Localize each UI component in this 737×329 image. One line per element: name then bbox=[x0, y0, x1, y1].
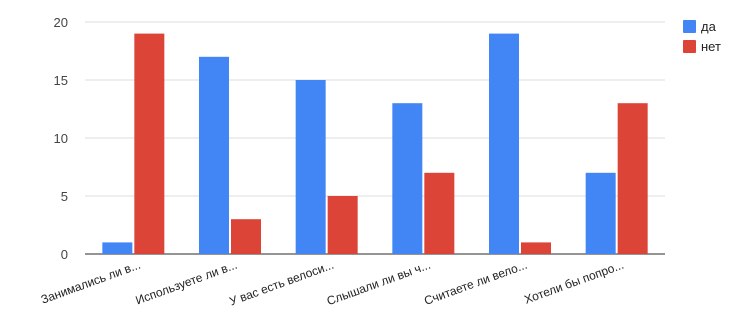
x-category-label: Хотели бы попро... bbox=[522, 258, 625, 307]
bar-da-6[interactable] bbox=[585, 172, 616, 254]
legend-swatch-da bbox=[683, 20, 696, 33]
x-axis-labels: Занимались ли в...Используете ли в...У в… bbox=[39, 258, 626, 309]
bar-da-5[interactable] bbox=[489, 33, 519, 254]
y-tick-label: 5 bbox=[61, 189, 68, 204]
gridlines bbox=[85, 21, 665, 255]
y-axis-ticks: 0 5 10 15 20 bbox=[54, 15, 68, 262]
bar-net-4[interactable] bbox=[424, 172, 455, 254]
y-tick-label: 20 bbox=[54, 15, 68, 30]
legend-label-da: да bbox=[701, 19, 717, 34]
bar-net-5[interactable] bbox=[521, 242, 551, 254]
y-tick-label: 15 bbox=[54, 73, 68, 88]
legend-swatch-net bbox=[683, 40, 696, 53]
y-tick-label: 0 bbox=[61, 247, 68, 262]
x-category-label: У вас есть велоси... bbox=[228, 258, 336, 309]
y-tick-label: 10 bbox=[54, 131, 68, 146]
bar-da-4[interactable] bbox=[392, 103, 423, 254]
bar-da-1[interactable] bbox=[102, 242, 133, 254]
x-category-label: Используете ли в... bbox=[134, 258, 239, 308]
bar-net-3[interactable] bbox=[327, 196, 358, 254]
legend: да нет bbox=[683, 19, 721, 54]
bar-da-2[interactable] bbox=[199, 56, 229, 254]
x-category-label: Считаете ли вело... bbox=[422, 258, 529, 308]
x-category-label: Занимались ли в... bbox=[39, 258, 142, 307]
x-category-label: Слышали ли вы ч... bbox=[325, 258, 432, 309]
bar-net-6[interactable] bbox=[617, 103, 648, 254]
bar-net-1[interactable] bbox=[134, 33, 165, 254]
bar-da-3[interactable] bbox=[295, 80, 326, 254]
legend-label-net: нет bbox=[701, 39, 721, 54]
bars bbox=[102, 33, 648, 254]
bar-net-2[interactable] bbox=[231, 219, 261, 254]
